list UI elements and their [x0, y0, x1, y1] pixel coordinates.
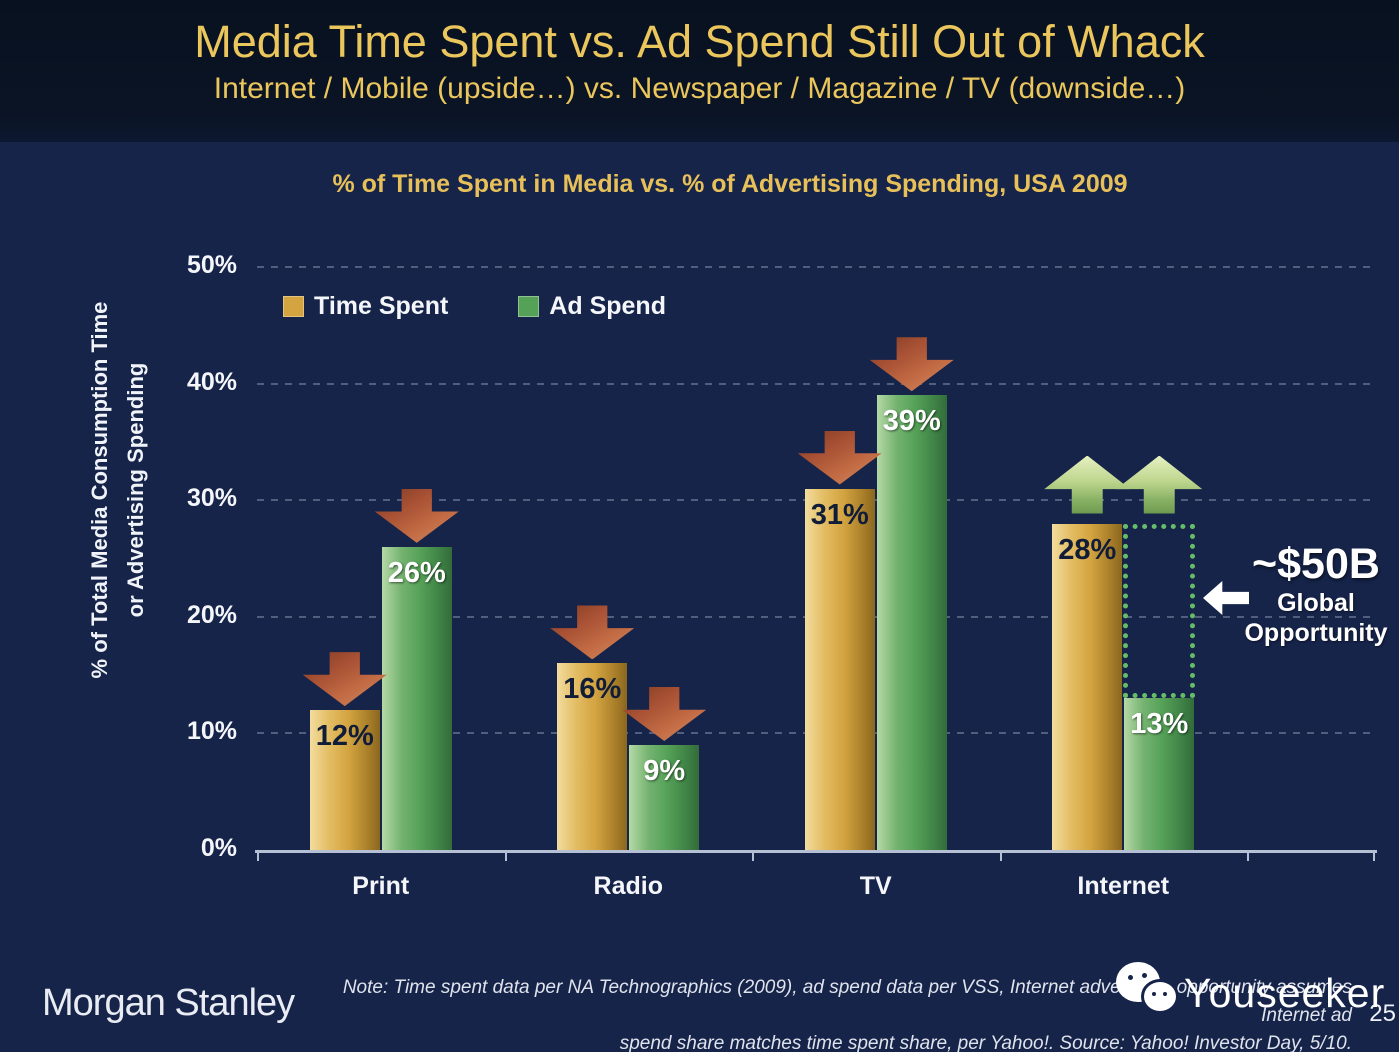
source-note-line2: spend share matches time spent share, pe… — [619, 1033, 1352, 1052]
bar-ad-spend — [381, 546, 452, 850]
opportunity-line2: Opportunity — [1244, 619, 1388, 647]
axis-tick — [1373, 853, 1375, 861]
x-category-label: Radio — [593, 872, 663, 900]
x-category-label: Internet — [1077, 872, 1170, 900]
value-label-time-spent: 16% — [563, 673, 622, 706]
opportunity-gap-box — [1123, 523, 1196, 699]
global-opportunity-annotation: ~$50B Global Opportunity — [1238, 540, 1394, 648]
y-axis-title-line1: % of Total Media Consumption Time — [87, 301, 112, 679]
down-arrow-icon — [302, 652, 387, 707]
gridline — [257, 266, 1375, 268]
legend-item-time-spent: Time Spent — [283, 292, 448, 321]
wechat-icon-eye — [1163, 992, 1167, 996]
value-label-time-spent: 31% — [810, 498, 869, 531]
watermark: Youseeker — [1114, 962, 1394, 1022]
time-spent-swatch-icon — [283, 296, 304, 317]
slide-title: Media Time Spent vs. Ad Spend Still Out … — [194, 16, 1205, 67]
bar-time-spent — [309, 710, 380, 850]
y-tick-label: 40% — [186, 367, 237, 396]
legend-label: Time Spent — [314, 292, 449, 320]
y-axis-title: % of Total Media Consumption Time or Adv… — [82, 280, 158, 700]
bar-time-spent — [557, 663, 628, 850]
y-tick-label: 10% — [186, 717, 237, 746]
axis-tick — [257, 853, 259, 861]
up-arrow-icon — [1116, 455, 1203, 514]
down-arrow-icon — [797, 430, 882, 485]
morgan-stanley-logo: Morgan Stanley — [42, 982, 295, 1024]
axis-tick — [1247, 853, 1249, 861]
x-category-label: TV — [859, 872, 892, 900]
legend-item-ad-spend: Ad Spend — [518, 292, 666, 321]
legend: Time Spent Ad Spend — [283, 292, 666, 321]
down-arrow-icon — [550, 605, 635, 660]
wechat-icon-eye — [1142, 973, 1147, 978]
wechat-icon-eye — [1152, 992, 1156, 996]
y-tick-label: 30% — [186, 484, 237, 513]
value-label-ad-spend: 26% — [387, 556, 446, 589]
title-band — [0, 0, 1399, 142]
y-tick-label: 20% — [186, 600, 237, 629]
source-note: Note: Time spent data per NA Technograph… — [330, 974, 1352, 1052]
value-label-ad-spend: 9% — [643, 755, 686, 788]
page-number: 25 — [1369, 1000, 1396, 1027]
value-label-ad-spend: 13% — [1130, 708, 1189, 741]
value-label-time-spent: 28% — [1058, 533, 1117, 566]
x-axis-line — [255, 850, 1377, 853]
value-label-time-spent: 12% — [315, 720, 374, 753]
bar-ad-spend — [1124, 698, 1195, 850]
wechat-icon-small-bubble — [1144, 982, 1176, 1011]
gridline — [257, 382, 1375, 385]
y-tick-label: 50% — [186, 251, 237, 279]
watermark-text: Youseeker — [1184, 970, 1386, 1016]
source-note-line1: Note: Time spent data per NA Technograph… — [342, 977, 1352, 1026]
opportunity-line1: Global — [1277, 589, 1355, 617]
value-label-ad-spend: 39% — [882, 405, 941, 438]
axis-tick — [504, 853, 507, 861]
axis-tick — [752, 853, 754, 861]
bar-ad-spend — [629, 745, 700, 850]
wechat-icon-eye — [1128, 975, 1133, 980]
bar-ad-spend — [876, 395, 947, 850]
y-tick-label: 0% — [200, 834, 237, 862]
slide-subtitle: Internet / Mobile (upside…) vs. Newspape… — [213, 72, 1186, 105]
x-category-label: Print — [352, 872, 410, 900]
down-arrow-icon — [374, 488, 459, 543]
axis-tick — [999, 853, 1002, 861]
legend-label: Ad Spend — [549, 292, 666, 320]
bar-time-spent — [804, 488, 875, 850]
chart-title: % of Time Spent in Media vs. % of Advert… — [332, 170, 1128, 198]
opportunity-value: ~$50B — [1252, 540, 1380, 588]
bar-time-spent — [1052, 523, 1123, 850]
ad-spend-swatch-icon — [518, 296, 540, 317]
up-arrow-icon — [1044, 455, 1131, 514]
y-axis-title-line2: or Advertising Spending — [123, 362, 148, 618]
